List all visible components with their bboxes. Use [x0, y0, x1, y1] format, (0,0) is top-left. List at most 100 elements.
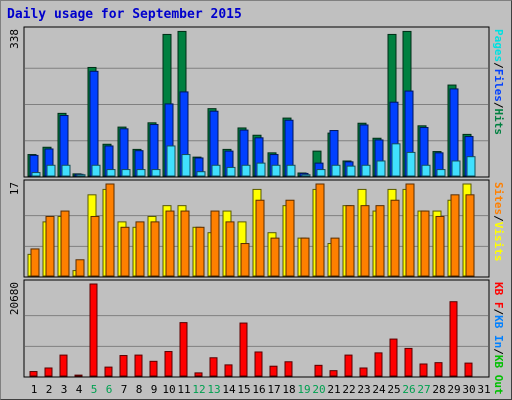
- kb-bar: [224, 364, 233, 377]
- kb-bar: [329, 370, 338, 377]
- legend-entry: KB In: [492, 315, 505, 348]
- sites-bar: [195, 226, 205, 277]
- day-label: 27: [417, 383, 430, 396]
- pages-bar: [31, 172, 41, 177]
- legend: Sites/Visits: [492, 182, 505, 262]
- legend-entry: /: [492, 348, 505, 355]
- pages-bar: [121, 169, 131, 177]
- sites-bar: [240, 243, 250, 277]
- kb-bar: [134, 354, 143, 377]
- kb-bar: [254, 351, 263, 377]
- files-bar: [89, 70, 99, 177]
- sites-bar: [150, 221, 160, 277]
- kb-bar: [284, 361, 293, 377]
- sites-bar: [450, 194, 460, 277]
- day-label: 1: [31, 383, 38, 396]
- day-label: 18: [282, 383, 295, 396]
- kb-bar: [239, 322, 248, 377]
- kb-bar: [59, 354, 68, 377]
- files-bar: [119, 128, 129, 177]
- sites-bar: [405, 183, 415, 277]
- kb-bar: [74, 374, 83, 377]
- legend-entry: Visits: [492, 222, 505, 262]
- sites-bar: [330, 237, 340, 277]
- sites-bar: [60, 210, 70, 277]
- pages-bar: [91, 164, 101, 177]
- kb-bar: [149, 360, 158, 377]
- legend-entry: Sites: [492, 182, 505, 215]
- kb-bar: [29, 371, 38, 377]
- kb-bar: [314, 364, 323, 377]
- legend-entry: KB Out: [492, 355, 505, 395]
- sites-bar: [285, 199, 295, 277]
- pages-bar: [136, 169, 146, 177]
- pages-bar: [436, 169, 446, 177]
- sites-bar: [465, 194, 475, 277]
- day-label: 13: [207, 383, 220, 396]
- sites-bar: [375, 205, 385, 277]
- sites-bar: [45, 215, 55, 277]
- sites-bar: [30, 248, 40, 277]
- day-label: 29: [447, 383, 460, 396]
- pages-bar: [151, 169, 161, 177]
- sites-bar: [345, 205, 355, 277]
- pages-bar: [346, 165, 356, 177]
- legend: Pages/Files/Hits: [492, 29, 505, 135]
- pages-bar: [361, 164, 371, 177]
- day-label: 23: [357, 383, 370, 396]
- day-label: 3: [61, 383, 68, 396]
- sites-bar: [390, 199, 400, 277]
- sites-bar: [435, 215, 445, 277]
- sites-bar: [75, 259, 85, 277]
- kb-bar: [434, 362, 443, 377]
- pages-bar: [166, 145, 176, 177]
- sites-bar: [360, 205, 370, 277]
- sites-bar: [135, 221, 145, 277]
- sites-bar: [210, 210, 220, 277]
- pages-bar: [316, 169, 326, 177]
- pages-bar: [61, 164, 71, 177]
- pages-bar: [76, 174, 86, 177]
- day-label: 14: [222, 383, 236, 396]
- pages-bar: [181, 154, 191, 177]
- day-label: 6: [106, 383, 113, 396]
- chart-title: Daily usage for September 2015: [7, 7, 242, 22]
- day-label: 19: [297, 383, 310, 396]
- kb-bar: [89, 283, 98, 377]
- kb-bar: [164, 351, 173, 377]
- pages-bar: [391, 143, 401, 177]
- day-label: 21: [327, 383, 340, 396]
- pages-bar: [271, 164, 281, 177]
- kb-bar: [449, 301, 458, 377]
- day-label: 2: [46, 383, 53, 396]
- sites-bar: [165, 210, 175, 277]
- sites-bar: [225, 221, 235, 277]
- sites-bar: [90, 215, 100, 277]
- day-label: 31: [477, 383, 490, 396]
- kb-bar: [374, 352, 383, 377]
- day-label: 30: [462, 383, 475, 396]
- legend: KB F/KB In/KB Out: [492, 282, 505, 395]
- kb-bar: [344, 354, 353, 377]
- day-label: 26: [402, 383, 415, 396]
- kb-bar: [194, 372, 203, 377]
- sites-bar: [420, 210, 430, 277]
- day-label: 20: [312, 383, 325, 396]
- kb-bar: [419, 363, 428, 377]
- legend-entry: /: [492, 102, 505, 109]
- files-bar: [149, 124, 159, 177]
- legend-entry: Hits: [492, 109, 505, 136]
- day-label: 12: [192, 383, 205, 396]
- day-label: 4: [76, 383, 83, 396]
- pages-bar: [226, 166, 236, 177]
- pages-bar: [376, 160, 386, 177]
- day-label: 25: [387, 383, 400, 396]
- sites-bar: [180, 210, 190, 277]
- sites-bar: [315, 183, 325, 277]
- pages-bar: [301, 174, 311, 177]
- pages-bar: [256, 162, 266, 177]
- pages-bar: [196, 171, 206, 177]
- pages-bar: [466, 156, 476, 177]
- kb-bar: [404, 347, 413, 377]
- legend-entry: /: [492, 62, 505, 69]
